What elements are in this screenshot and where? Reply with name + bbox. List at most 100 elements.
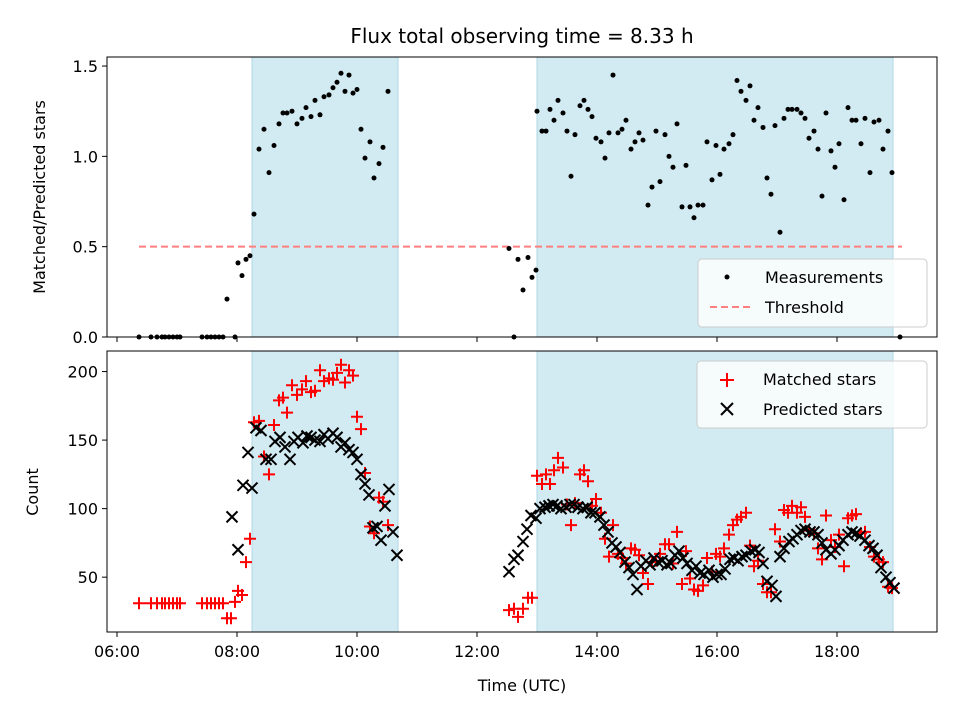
predicted-star-point — [225, 510, 239, 524]
top-y-axis-label: Matched/Predicted stars — [30, 100, 49, 294]
measurement-point — [602, 155, 608, 161]
matched-star-point — [382, 519, 394, 532]
matched-star-point — [642, 578, 654, 591]
matched-star-point — [347, 369, 359, 382]
measurement-point — [862, 115, 868, 121]
predicted-star-point — [354, 468, 368, 481]
predicted-star-point — [264, 453, 278, 466]
predicted-star-point — [870, 549, 884, 562]
predicted-star-point — [330, 431, 344, 444]
matched-star-point — [607, 519, 619, 532]
predicted-star-point — [702, 564, 716, 577]
predicted-star-point — [502, 565, 516, 578]
predicted-star-point — [765, 579, 779, 592]
predicted-star-point — [370, 520, 384, 533]
predicted-star-point — [236, 479, 250, 492]
predicted-star-point — [278, 440, 292, 454]
measurement-point — [598, 139, 604, 145]
matched-star-point — [633, 549, 645, 562]
measurement-point — [615, 130, 621, 136]
predicted-star-point — [879, 570, 893, 584]
measurement-point — [572, 132, 578, 138]
measurement-point — [350, 90, 356, 96]
measurement-point — [849, 117, 855, 123]
matched-star-point — [540, 468, 552, 481]
matched-star-point — [229, 595, 241, 608]
matched-star-point — [286, 379, 298, 392]
measurement-point — [853, 117, 859, 123]
predicted-star-point — [350, 453, 364, 466]
measurement-point — [828, 148, 834, 154]
measurement-point — [751, 117, 757, 123]
predicted-legend-marker — [720, 402, 734, 416]
matched-star-point — [671, 525, 683, 538]
matched-star-point — [244, 532, 256, 545]
measurement-point — [568, 173, 574, 179]
measurement-point — [367, 139, 373, 145]
predicted-star-point — [529, 512, 543, 525]
matched-star-point — [663, 538, 675, 551]
predicted-star-point — [815, 536, 829, 550]
measurement-point — [326, 92, 332, 98]
matched-star-point — [225, 612, 237, 625]
predicted-star-point — [752, 546, 766, 559]
matched-star-point — [240, 556, 252, 569]
measurement-point — [299, 115, 305, 121]
predicted-star-point — [609, 540, 623, 554]
measurement-point — [271, 143, 277, 149]
matched-star-point — [300, 375, 312, 388]
matched-star-point — [512, 610, 524, 623]
measurement-point — [871, 119, 877, 125]
y-tick-label: 0.0 — [73, 328, 98, 347]
measurement-point — [845, 105, 851, 111]
predicted-star-point — [672, 544, 686, 558]
matched-star-point — [517, 602, 529, 615]
matched-star-point — [526, 591, 538, 604]
measurement-point — [670, 164, 676, 170]
matched-star-point — [339, 376, 351, 389]
predicted-star-point — [803, 525, 817, 539]
matched-star-point — [277, 391, 289, 404]
predicted-star-point — [358, 477, 372, 491]
measurement-point — [700, 202, 706, 208]
measurement-point — [581, 97, 587, 103]
x-tick-label: 12:00 — [454, 642, 500, 661]
predicted-star-point — [231, 543, 245, 556]
predicted-star-point — [511, 549, 525, 562]
predicted-star-point — [338, 436, 352, 450]
predicted-star-point — [386, 525, 400, 539]
predicted-star-point — [378, 499, 392, 513]
measurement-point — [371, 175, 377, 181]
matched-star-point — [812, 542, 824, 555]
measurement-point — [543, 128, 549, 134]
measurement-point — [280, 110, 286, 116]
predicted-star-point — [563, 498, 577, 511]
matched-star-point — [557, 461, 569, 474]
predicted-star-point — [546, 498, 560, 511]
matched-star-point — [795, 501, 807, 514]
matched-star-point — [714, 550, 726, 563]
measurement-point — [515, 256, 521, 262]
measurement-point — [841, 197, 847, 203]
measurement-point — [628, 146, 634, 152]
predicted-star-point — [735, 550, 749, 563]
measurement-point — [867, 170, 873, 176]
measurement-point — [235, 260, 241, 266]
predicted-star-point — [245, 481, 259, 495]
matched-star-point — [723, 528, 735, 541]
measurement-point — [520, 287, 526, 293]
predicted-star-point — [580, 501, 594, 514]
measurement-point — [239, 273, 245, 279]
measurement-point — [589, 114, 595, 120]
matched-star-point — [552, 451, 564, 464]
measurement-point — [224, 296, 230, 302]
measurement-point — [354, 87, 360, 93]
measurement-point — [251, 211, 257, 217]
predicted-star-point — [374, 533, 388, 547]
measurement-point — [683, 162, 689, 168]
predicted-star-point — [630, 583, 644, 596]
bottom-legend-matched: Matched stars — [763, 370, 876, 389]
matched-star-point — [590, 493, 602, 506]
matched-star-point — [548, 464, 560, 477]
